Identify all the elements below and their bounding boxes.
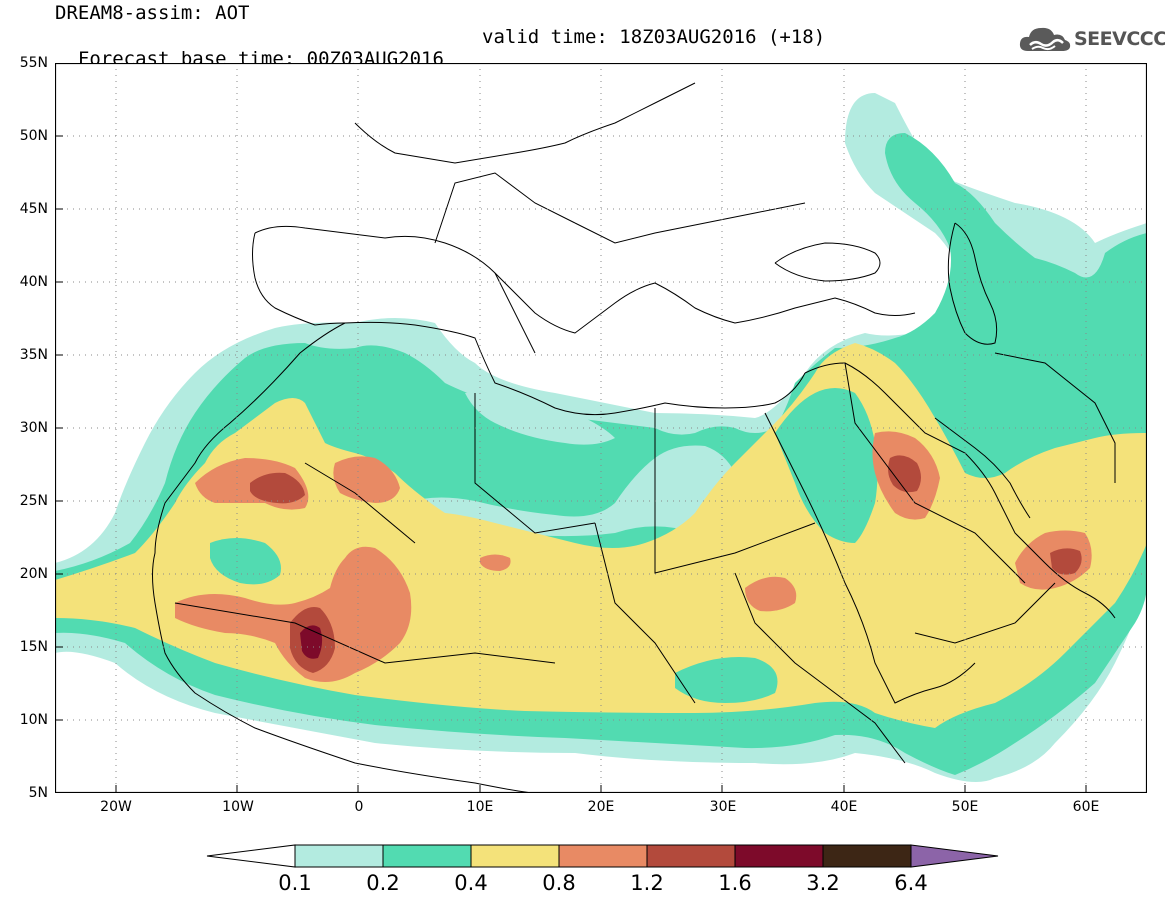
aot-hole-libya	[405, 445, 755, 537]
aot-hole-egypt	[465, 391, 615, 445]
border-europe-2	[574, 202, 806, 244]
colorbar-label: 1.6	[718, 871, 752, 895]
aot-band-0.8-algeria	[333, 456, 400, 503]
coastline-europe	[254, 225, 916, 334]
valid-time-label: valid time: 18Z03AUG2016 (+18)	[482, 26, 826, 48]
border-europe-1	[434, 172, 576, 244]
lon-label: 0	[354, 799, 364, 815]
coastline-arabia	[804, 362, 1116, 619]
lat-label: 20N	[19, 566, 48, 582]
lat-label: 55N	[19, 55, 48, 71]
colorbar-cell-1.6-3.2	[734, 844, 824, 868]
lat-label: 30N	[19, 420, 48, 436]
colorbar	[206, 844, 999, 868]
lat-label: 35N	[19, 347, 48, 363]
logo-text: SEEVCCC	[1074, 28, 1165, 50]
aot-band-1.2-mauritania	[250, 472, 305, 504]
coastline-black-sea	[774, 242, 881, 282]
colorbar-label: 0.2	[366, 871, 400, 895]
coastline-iberia	[252, 232, 346, 326]
title-line-1: DREAM8-assim: AOT	[55, 2, 250, 24]
aot-patch-sahel	[675, 657, 778, 703]
aot-band-1.2-oman	[1050, 548, 1082, 575]
border-sahel-2	[594, 522, 696, 704]
lon-label: 20E	[587, 799, 615, 815]
colorbar-cell-0.8-1.2	[558, 844, 648, 868]
lon-label: 50E	[951, 799, 979, 815]
border-sahara-2	[304, 462, 416, 544]
lon-label: 60E	[1072, 799, 1100, 815]
colorbar-cell-0.1-0.2	[294, 844, 384, 868]
border-east-africa	[734, 572, 906, 764]
colorbar-label: 3.2	[806, 871, 840, 895]
aot-band-0.8-sudan	[745, 576, 797, 612]
colorbar-cell-lt-0.1	[206, 844, 296, 868]
aot-patch-arabia	[775, 388, 878, 543]
lon-label: 20W	[100, 799, 132, 815]
coastline-persian-gulf	[934, 417, 1031, 519]
colorbar-label: 6.4	[894, 871, 928, 895]
seevccc-logo: SEEVCCC	[1018, 22, 1165, 56]
lon-label: 40E	[830, 799, 858, 815]
colorbar-cell-1.2-1.6	[646, 844, 736, 868]
lat-label: 5N	[28, 785, 48, 801]
aot-band-1.2-saudi	[888, 455, 921, 493]
lat-label: 10N	[19, 712, 48, 728]
colorbar-cell-3.2-6.4	[822, 844, 912, 868]
lon-label: 10W	[222, 799, 254, 815]
axis-ticks	[55, 135, 1087, 793]
coastline-caspian	[947, 222, 998, 345]
border-sahara-1	[474, 393, 596, 534]
lat-label: 45N	[19, 201, 48, 217]
colorbar-cell-0.4-0.8	[470, 844, 560, 868]
coastline-north-europe	[354, 82, 696, 164]
lon-label: 30E	[709, 799, 737, 815]
aot-band-0.8-niger	[480, 554, 511, 571]
coastline-africa-west	[152, 322, 536, 793]
aot-band-1.6-mali	[300, 625, 323, 659]
coastlines	[152, 82, 1116, 793]
coastline-red-sea	[764, 412, 976, 704]
border-sahara-3	[654, 408, 816, 574]
colorbar-cell-gt-6.4	[910, 844, 999, 868]
coastline-italy	[494, 272, 536, 354]
coastline-med-south	[344, 321, 806, 416]
colorbar-label: 1.2	[630, 871, 664, 895]
border-arabia-1	[844, 362, 1026, 584]
border-arabia-2	[914, 582, 1056, 644]
colorbar-label: 0.4	[454, 871, 488, 895]
cloud-logo-icon	[1019, 27, 1071, 51]
border-sahel-1	[174, 602, 556, 664]
aot-map	[55, 63, 1147, 793]
colorbar-label: 0.8	[542, 871, 576, 895]
border-iran	[994, 352, 1116, 483]
lon-label: 10E	[466, 799, 494, 815]
colorbar-label: 0.1	[278, 871, 312, 895]
lat-label: 50N	[19, 128, 48, 144]
lat-label: 25N	[19, 493, 48, 509]
lat-label: 40N	[19, 274, 48, 290]
colorbar-cell-0.2-0.4	[382, 844, 472, 868]
aot-patch-mali	[210, 538, 281, 585]
lat-label: 15N	[19, 639, 48, 655]
map-grid	[55, 63, 1147, 793]
